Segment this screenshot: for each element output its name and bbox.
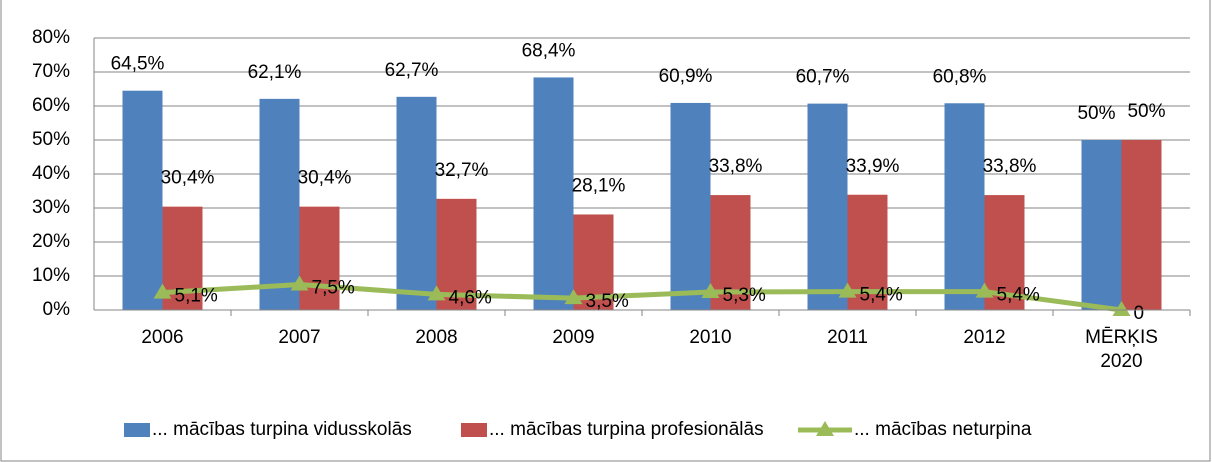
data-label: 4,6%	[449, 287, 492, 308]
data-label: 50%	[1077, 103, 1115, 124]
marker	[564, 289, 583, 305]
legend-swatch	[124, 423, 150, 437]
marker	[1112, 301, 1131, 316]
y-tick-label: 0%	[43, 299, 71, 320]
bar	[807, 103, 848, 311]
y-tick-label: 70%	[32, 61, 70, 82]
x-tick-label: 2012	[963, 327, 1005, 348]
x-tick-label: 2007	[278, 327, 320, 348]
data-label: 7,5%	[312, 278, 355, 299]
y-tick-label: 80%	[32, 27, 70, 48]
bar	[259, 98, 300, 310]
legend-swatch	[461, 423, 487, 437]
bar	[299, 206, 340, 310]
marker	[153, 283, 172, 299]
data-label: 5,4%	[997, 285, 1040, 306]
data-label: 30,4%	[298, 168, 352, 189]
y-tick-label: 40%	[32, 163, 70, 184]
y-tick-label: 10%	[32, 265, 70, 286]
marker	[290, 275, 309, 291]
data-label: 5,4%	[860, 285, 903, 306]
data-label: 32,7%	[435, 160, 489, 181]
x-tick-label: 2006	[141, 327, 183, 348]
data-label: 60,7%	[796, 67, 850, 88]
marker	[975, 282, 994, 298]
x-tick-label: 2010	[689, 327, 731, 348]
data-label: 3,5%	[586, 291, 629, 312]
data-label: 28,1%	[572, 175, 626, 196]
marker	[838, 282, 857, 298]
legend-label: ... mācības neturpina	[854, 419, 1032, 440]
legend-label: ... mācības turpina vidusskolās	[152, 419, 412, 440]
bar	[670, 102, 711, 310]
y-tick-label: 20%	[32, 231, 70, 252]
data-label: 68,4%	[522, 40, 576, 61]
marker	[701, 282, 720, 298]
y-tick-label: 50%	[32, 129, 70, 150]
data-label: 0	[1134, 303, 1145, 324]
data-label: 64,5%	[111, 54, 165, 75]
x-tick-label: MĒRĶIS 2020	[1085, 327, 1158, 372]
data-label: 50%	[1127, 101, 1165, 122]
y-tick-label: 30%	[32, 197, 70, 218]
line	[162, 281, 1122, 313]
bar	[1081, 140, 1122, 310]
data-label: 5,3%	[723, 285, 766, 306]
bar	[436, 198, 477, 310]
bar	[1121, 140, 1162, 310]
x-tick-label: 2008	[415, 327, 457, 348]
data-label: 30,4%	[161, 168, 215, 189]
y-tick-label: 60%	[32, 95, 70, 116]
data-label: 60,8%	[933, 66, 987, 87]
bar	[396, 96, 437, 310]
legend-marker	[816, 421, 834, 436]
data-label: 62,1%	[248, 62, 302, 83]
x-tick-label: 2011	[827, 327, 868, 348]
bar	[122, 90, 163, 310]
data-label: 62,7%	[385, 60, 439, 81]
data-label: 33,8%	[983, 156, 1037, 177]
legend-label: ... mācības turpina profesionālās	[489, 419, 764, 440]
data-label: 5,1%	[175, 286, 218, 307]
bar	[573, 214, 614, 310]
data-label: 33,8%	[709, 156, 763, 177]
bar	[533, 77, 574, 310]
bar	[944, 103, 985, 310]
data-label: 33,9%	[846, 156, 900, 177]
marker	[427, 285, 446, 301]
x-tick-label: 2009	[552, 327, 594, 348]
data-label: 60,9%	[659, 66, 713, 87]
